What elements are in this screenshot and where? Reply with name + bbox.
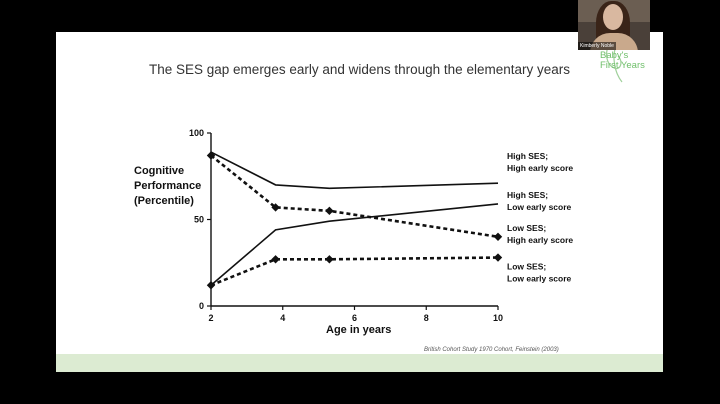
series-line-3 [210, 154, 499, 239]
series-label-3: Low SES; [507, 223, 546, 233]
participant-face [603, 4, 623, 30]
logo-line-2: First Years [600, 60, 645, 71]
x-tick-label: 4 [280, 313, 285, 323]
series-label-2: High SES; [507, 190, 548, 200]
series-marker-3 [206, 151, 216, 160]
y-tick-label: 0 [199, 301, 204, 311]
line-chart: 0 50 100 2 4 6 8 10 High SES; High early score Hig… [189, 128, 573, 323]
participant-name-label: Kimberly Noble [578, 42, 616, 50]
y-axis-label-line: Performance [134, 180, 202, 192]
series-label-4: Low SES; [507, 262, 546, 272]
series-line-2 [210, 203, 499, 286]
logo-line-1: Baby's [600, 50, 629, 61]
presentation-slide: The SES gap emerges early and widens thr… [56, 32, 663, 372]
series-line-4 [210, 256, 499, 287]
series-marker-4 [325, 255, 334, 264]
series-label-2: Low early score [507, 202, 572, 212]
series-label-1: High early score [507, 163, 573, 173]
series-line-1 [210, 151, 499, 190]
y-tick-label: 100 [189, 128, 204, 138]
logo-text: Baby's First Years [600, 51, 662, 71]
citation: British Cohort Study 1970 Cohort, Feinst… [424, 347, 559, 353]
series-label-3: High early score [507, 235, 573, 245]
x-axis-label: Age in years [326, 324, 392, 336]
series-marker-4 [493, 253, 503, 262]
y-axis-label-line: Cognitive [134, 165, 185, 177]
y-axis-label: Cognitive Performance (Percentile) [134, 164, 201, 209]
y-tick-label: 50 [194, 215, 204, 225]
series-marker-3 [271, 203, 280, 212]
series-label-1: High SES; [507, 151, 548, 161]
slide-title: The SES gap emerges early and widens thr… [149, 62, 570, 77]
series-marker-4 [271, 255, 280, 264]
y-axis-label-line: (Percentile) [134, 195, 194, 207]
x-tick-label: 6 [352, 313, 357, 323]
x-tick-label: 8 [424, 313, 429, 323]
series-marker-3 [493, 232, 503, 241]
series-marker-3 [325, 206, 334, 216]
series-label-4: Low early score [507, 274, 572, 284]
x-tick-label: 2 [208, 313, 213, 323]
x-tick-label: 10 [493, 313, 503, 323]
participant-video-thumbnail[interactable]: Kimberly Noble [578, 0, 650, 50]
series-marker-4 [206, 281, 216, 290]
slide-footer-bar [56, 354, 663, 372]
